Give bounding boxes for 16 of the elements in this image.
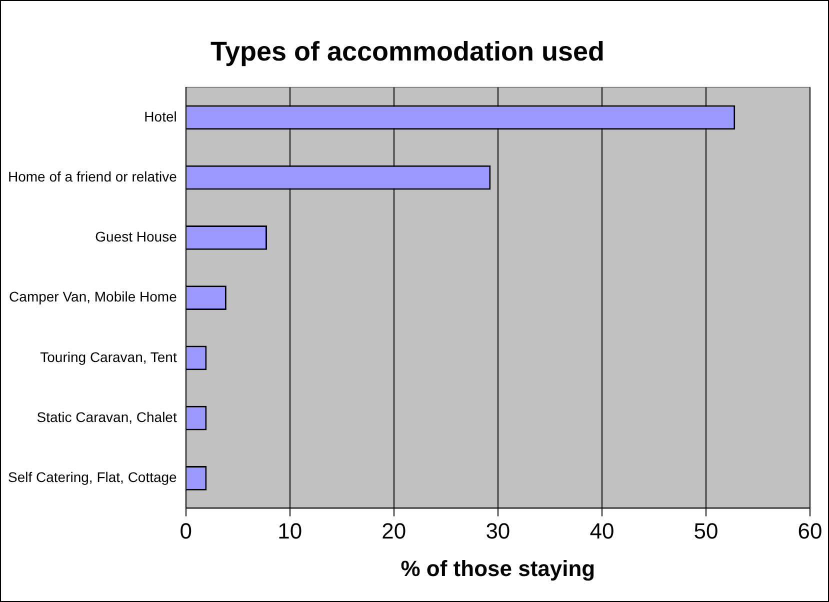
x-tick-label: 50 — [694, 518, 718, 544]
y-tick-label: Hotel — [144, 108, 177, 124]
x-tick-label: 60 — [798, 518, 822, 544]
y-tick-label: Home of a friend or relative — [8, 168, 178, 184]
x-tick-label: 0 — [180, 518, 192, 544]
y-tick-label: Self Catering, Flat, Cottage — [8, 469, 178, 485]
x-tick-label: 10 — [278, 518, 302, 544]
x-axis-title: % of those staying — [400, 556, 596, 581]
x-tick-label: 40 — [590, 518, 614, 544]
y-tick-label: Camper Van, Mobile Home — [9, 288, 178, 305]
y-tick-label: Touring Caravan, Tent — [40, 348, 177, 365]
x-tick-label: 30 — [486, 518, 510, 544]
y-tick-label: Guest House — [95, 228, 178, 245]
chart-title: Types of accommodation used — [210, 36, 605, 67]
x-tick-label: 20 — [382, 518, 406, 544]
y-tick-label: Static Caravan, Chalet — [36, 408, 177, 425]
